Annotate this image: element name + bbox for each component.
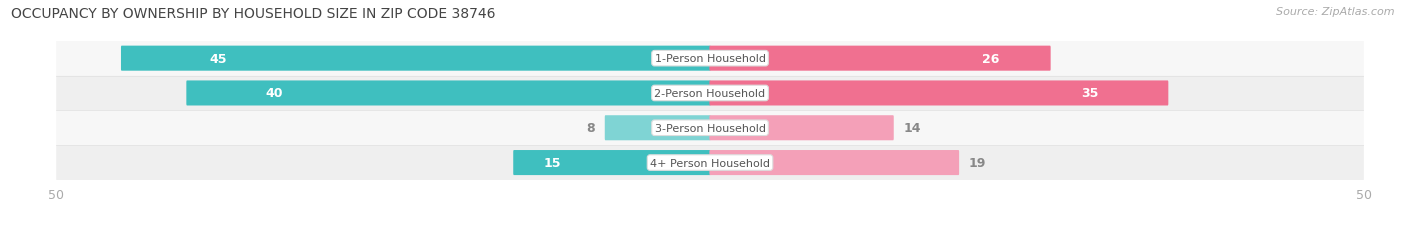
FancyBboxPatch shape	[605, 116, 710, 141]
Text: 14: 14	[904, 122, 921, 135]
FancyBboxPatch shape	[513, 150, 710, 175]
FancyBboxPatch shape	[56, 111, 1364, 146]
Text: 4+ Person Household: 4+ Person Household	[650, 158, 770, 168]
Text: 40: 40	[266, 87, 283, 100]
Text: 2-Person Household: 2-Person Household	[654, 88, 766, 99]
FancyBboxPatch shape	[121, 46, 710, 71]
Text: 1-Person Household: 1-Person Household	[655, 54, 765, 64]
Text: Source: ZipAtlas.com: Source: ZipAtlas.com	[1277, 7, 1395, 17]
FancyBboxPatch shape	[56, 42, 1364, 76]
Text: OCCUPANCY BY OWNERSHIP BY HOUSEHOLD SIZE IN ZIP CODE 38746: OCCUPANCY BY OWNERSHIP BY HOUSEHOLD SIZE…	[11, 7, 496, 21]
Text: 35: 35	[1081, 87, 1099, 100]
Text: 45: 45	[209, 52, 228, 65]
FancyBboxPatch shape	[56, 146, 1364, 180]
Text: 26: 26	[981, 52, 1000, 65]
Text: 19: 19	[969, 156, 986, 169]
FancyBboxPatch shape	[710, 81, 1168, 106]
Text: 8: 8	[586, 122, 595, 135]
Text: 15: 15	[543, 156, 561, 169]
FancyBboxPatch shape	[710, 150, 959, 175]
FancyBboxPatch shape	[710, 46, 1050, 71]
Text: 3-Person Household: 3-Person Household	[655, 123, 765, 133]
FancyBboxPatch shape	[56, 76, 1364, 111]
FancyBboxPatch shape	[710, 116, 894, 141]
FancyBboxPatch shape	[187, 81, 710, 106]
